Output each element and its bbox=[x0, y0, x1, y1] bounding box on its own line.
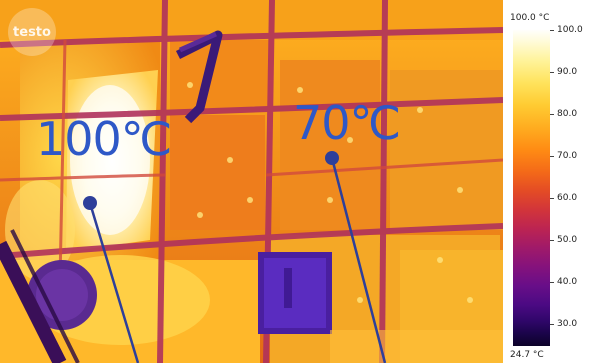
tick-mark bbox=[550, 324, 554, 325]
thermal-image: testo 100℃ 70℃ bbox=[0, 0, 503, 363]
scale-max-label: 100.0 °C bbox=[510, 13, 550, 23]
temperature-label-70: 70℃ bbox=[293, 96, 401, 150]
tick-mark bbox=[550, 156, 554, 157]
tick-mark bbox=[550, 240, 554, 241]
temperature-label-100: 100℃ bbox=[36, 112, 172, 166]
scale-tick: 30.0 bbox=[550, 319, 594, 331]
scale-tick: 90.0 bbox=[550, 67, 594, 79]
tick-label: 70.0 bbox=[557, 151, 578, 161]
tick-label: 50.0 bbox=[557, 235, 578, 245]
scale-tick: 80.0 bbox=[550, 109, 594, 121]
tick-mark bbox=[550, 198, 554, 199]
color-scale-bar bbox=[513, 29, 550, 346]
tick-label: 80.0 bbox=[557, 109, 578, 119]
tick-label: 30.0 bbox=[557, 319, 578, 329]
logo-text: testo bbox=[13, 24, 51, 40]
scale-tick: 70.0 bbox=[550, 151, 594, 163]
scale-tick: 60.0 bbox=[550, 193, 594, 205]
tick-label: 40.0 bbox=[557, 277, 578, 287]
tick-mark bbox=[550, 282, 554, 283]
tick-label: 60.0 bbox=[557, 193, 578, 203]
scale-min-label: 24.7 °C bbox=[510, 350, 544, 360]
scale-tick: 40.0 bbox=[550, 277, 594, 289]
scale-tick: 100.0 bbox=[550, 25, 594, 37]
scale-tick: 50.0 bbox=[550, 235, 594, 247]
testo-logo: testo bbox=[8, 8, 56, 56]
tick-label: 100.0 bbox=[557, 25, 583, 35]
temperature-scale: 100.0 °C 100.0 90.0 80.0 70.0 60.0 50.0 … bbox=[503, 0, 595, 363]
thermal-scene bbox=[0, 0, 503, 363]
tick-mark bbox=[550, 114, 554, 115]
tick-label: 90.0 bbox=[557, 67, 578, 77]
tick-mark bbox=[550, 72, 554, 73]
tick-mark bbox=[550, 30, 554, 31]
